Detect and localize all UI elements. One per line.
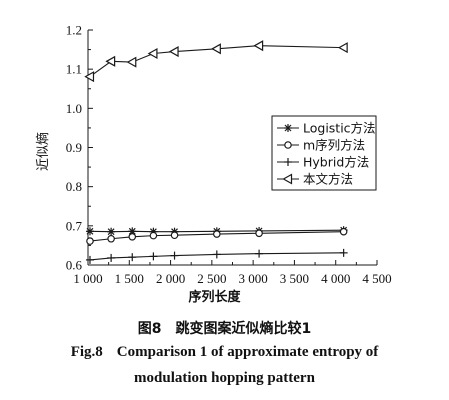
y-axis-label: 近似熵 — [35, 132, 51, 171]
data-point-circle — [170, 231, 179, 240]
circle-marker — [213, 230, 221, 238]
triangle-marker — [168, 46, 179, 58]
triangle-marker — [105, 55, 116, 67]
data-point-triangle-left — [211, 43, 221, 55]
caption-cn-text: 跳变图案近似熵比较1 — [175, 321, 312, 337]
data-point-plus — [212, 250, 221, 259]
data-point-triangle-left — [84, 71, 95, 83]
x-tick-label: 1 500 — [115, 271, 144, 286]
y-tick-label: 1.2 — [66, 23, 82, 38]
figure-caption-en-line2: modulation hopping pattern — [0, 370, 449, 387]
x-tick-label: 2 000 — [156, 271, 185, 286]
figure-caption-cn: 图8 跳变图案近似熵比较1 — [0, 318, 449, 338]
caption-en-text-2: modulation hopping pattern — [134, 370, 315, 386]
star-marker-stroke — [284, 124, 292, 132]
data-point-triangle-left — [105, 55, 116, 67]
legend-marker — [284, 124, 292, 132]
data-point-plus — [170, 251, 179, 260]
x-tick-label: 3 500 — [280, 271, 309, 286]
triangle-marker — [282, 173, 293, 185]
data-point-star — [107, 227, 116, 236]
caption-cn-number: 图8 — [137, 321, 162, 337]
data-point-circle — [213, 230, 221, 238]
legend-marker — [284, 158, 292, 166]
data-point-circle — [149, 231, 158, 240]
star-marker-stroke — [86, 227, 94, 235]
data-point-circle — [128, 233, 137, 241]
data-point-plus — [339, 248, 348, 257]
circle-marker — [149, 231, 158, 240]
data-point-triangle-left — [147, 47, 158, 60]
caption-en-number: Fig.8 — [70, 344, 103, 360]
y-tick-label: 0.6 — [66, 258, 83, 273]
series-group — [84, 40, 348, 264]
triangle-marker — [126, 56, 137, 68]
legend-marker — [282, 173, 293, 185]
triangle-marker — [337, 42, 348, 54]
x-axis-label: 序列长度 — [188, 289, 241, 305]
x-tick-label: 3 000 — [239, 271, 268, 286]
data-point-triangle-left — [126, 56, 137, 68]
data-point-triangle-left — [253, 40, 264, 52]
data-point-star — [85, 227, 94, 236]
circle-marker — [284, 141, 292, 149]
caption-en-text-1: Comparison 1 of approximate entropy of — [116, 344, 379, 360]
data-point-circle — [107, 234, 115, 243]
legend-label: Logistic方法 — [303, 121, 376, 136]
circle-marker — [86, 237, 94, 245]
y-tick-label: 0.8 — [66, 179, 82, 194]
data-point-triangle-left — [168, 46, 179, 58]
star-marker-stroke — [107, 228, 115, 236]
data-point-plus — [149, 252, 158, 261]
y-tick-label: 1.0 — [66, 101, 82, 116]
chart: 0.6 0.7 0.8 0.9 1.0 1.1 1.2 1 000 1 500 2 000 2 50… — [35, 23, 392, 306]
triangle-marker — [84, 71, 95, 83]
data-point-plus — [255, 249, 264, 258]
x-tick-label: 4 000 — [321, 271, 350, 286]
legend-label: Hybrid方法 — [303, 155, 369, 170]
y-tick-label: 0.7 — [66, 218, 83, 233]
triangle-marker — [211, 43, 221, 55]
triangle-marker — [253, 40, 264, 52]
circle-marker — [255, 229, 263, 238]
circle-marker — [107, 234, 115, 243]
data-point-circle — [255, 229, 263, 238]
y-tick-label: 0.9 — [66, 140, 82, 155]
data-point-triangle-left — [337, 42, 348, 54]
data-point-plus — [107, 253, 116, 262]
x-tick-label: 1 000 — [73, 271, 102, 286]
circle-marker — [339, 227, 348, 236]
data-point-circle — [339, 227, 348, 236]
circle-marker — [128, 233, 137, 241]
y-tick-label: 1.1 — [66, 62, 82, 77]
legend-marker — [284, 141, 292, 149]
star-marker-stroke — [128, 227, 136, 235]
data-point-plus — [128, 253, 137, 262]
data-point-plus — [85, 255, 94, 264]
axes: 0.6 0.7 0.8 0.9 1.0 1.1 1.2 1 000 1 500 2 000 2 50… — [35, 23, 392, 306]
legend-label: 本文方法 — [303, 172, 353, 187]
figure-caption-en-line1: Fig.8 Comparison 1 of approximate entropy… — [0, 344, 449, 361]
legend-label: m序列方法 — [303, 138, 365, 153]
x-tick-label: 4 500 — [362, 271, 391, 286]
circle-marker — [170, 231, 179, 240]
data-point-circle — [86, 237, 94, 245]
x-tick-label: 2 500 — [197, 271, 226, 286]
triangle-marker — [147, 47, 158, 60]
